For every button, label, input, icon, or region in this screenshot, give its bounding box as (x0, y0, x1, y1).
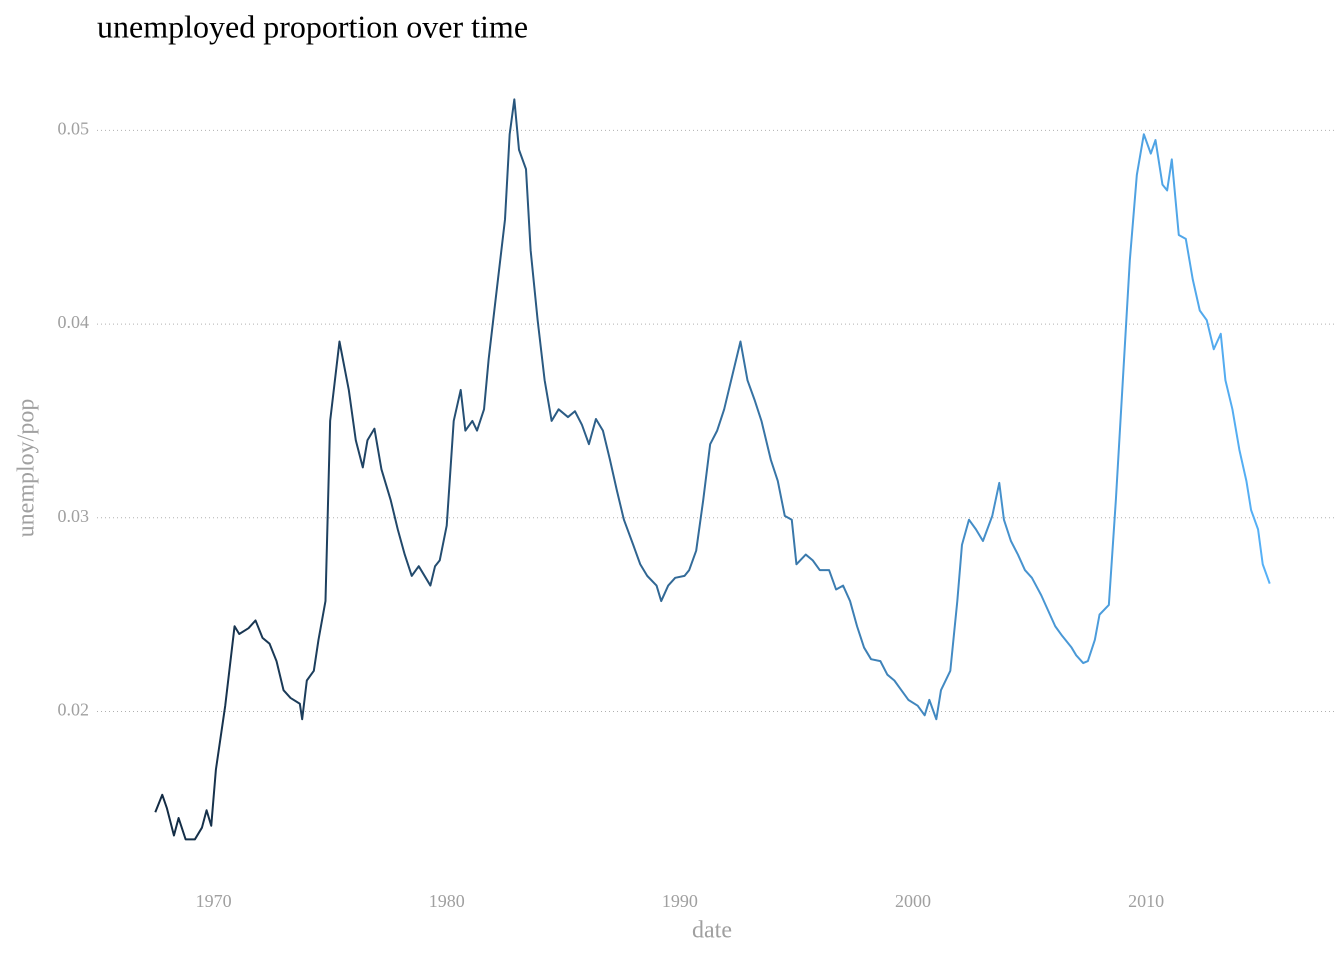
data-line (154, 98, 1271, 841)
y-axis-title: unemploy/pop (14, 399, 40, 538)
y-tick-label: 0.05 (58, 118, 90, 138)
x-tick-label: 1980 (429, 891, 465, 911)
y-tick-label: 0.04 (58, 312, 90, 332)
x-tick-label: 2010 (1128, 891, 1164, 911)
x-tick-label: 1970 (196, 891, 232, 911)
chart-title: unemployed proportion over time (97, 8, 528, 44)
x-tick-label: 1990 (662, 891, 698, 911)
x-tick-label: 2000 (895, 891, 931, 911)
y-tick-label: 0.02 (58, 700, 90, 720)
x-axis-title: date (692, 918, 732, 944)
y-tick-label: 0.03 (58, 506, 90, 526)
